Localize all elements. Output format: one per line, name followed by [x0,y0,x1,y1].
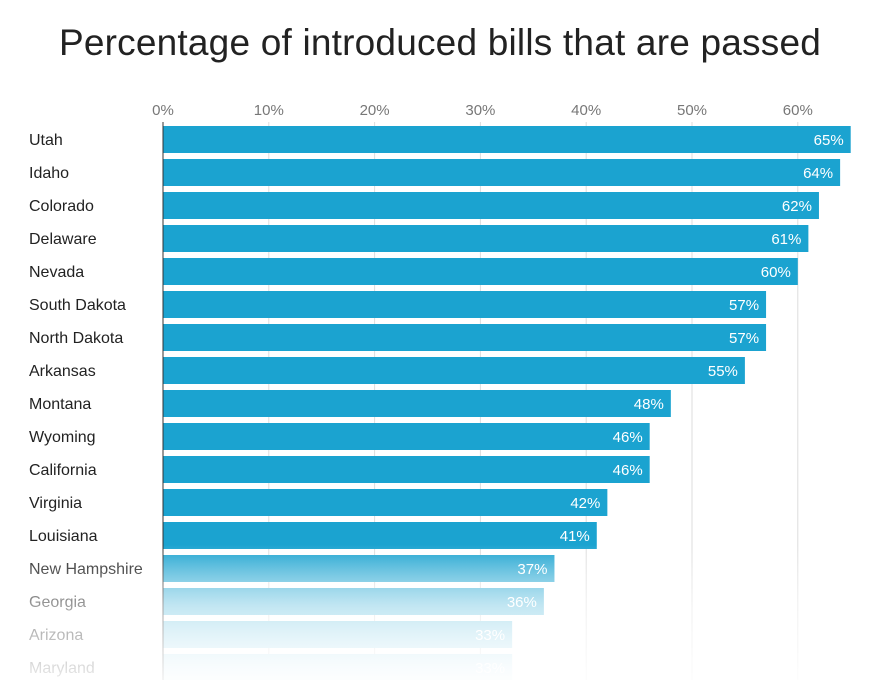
bar [163,390,671,417]
bar-value-label: 36% [507,594,537,611]
x-tick-label: 10% [254,102,284,119]
category-label: Louisiana [29,528,98,545]
bar-value-label: 46% [613,429,643,446]
bar [163,423,650,450]
bar [163,555,555,582]
x-tick-label: 20% [360,102,390,119]
category-label: Utah [29,132,63,149]
bar [163,489,608,516]
category-label: Colorado [29,198,94,215]
x-tick-label: 30% [465,102,495,119]
bar [163,126,851,153]
category-label: North Dakota [29,330,123,347]
x-tick-label: 0% [152,102,174,119]
bar [163,654,513,680]
bar [163,357,745,384]
bar-value-label: 55% [708,363,738,380]
category-label: Idaho [29,165,69,182]
bar [163,225,809,252]
category-label: Georgia [29,594,86,611]
category-label: New Hampshire [29,561,143,578]
category-label: Maryland [29,660,95,677]
bar-value-label: 48% [634,396,664,413]
bars: 65%64%62%61%60%57%57%55%48%46%46%42%41%3… [163,126,851,680]
bar-value-label: 65% [814,132,844,149]
bar-value-label: 33% [475,627,505,644]
bar [163,621,513,648]
category-label: South Dakota [29,297,126,314]
category-label: Arizona [29,627,83,644]
bar [163,522,597,549]
bar [163,588,544,615]
x-tick-label: 40% [571,102,601,119]
bar [163,159,841,186]
category-label: Delaware [29,231,97,248]
category-label: Wyoming [29,429,96,446]
bar [163,291,767,318]
bar [163,258,798,285]
bar-value-label: 60% [761,264,791,281]
x-axis-ticks: 0% 10% 20% 30% 40% 50% 60% [152,102,813,119]
bar-value-label: 42% [570,495,600,512]
chart-title: Percentage of introduced bills that are … [58,22,821,63]
bar-value-label: 37% [517,561,547,578]
category-label: Montana [29,396,91,413]
bar-value-label: 33% [475,660,505,677]
x-tick-label: 60% [783,102,813,119]
x-tick-label: 50% [677,102,707,119]
bar [163,456,650,483]
bar-value-label: 62% [782,198,812,215]
category-labels: Utah Idaho Colorado Delaware Nevada South Dak… [29,132,143,677]
category-label: Nevada [29,264,84,281]
category-label: California [29,462,97,479]
category-label: Virginia [29,495,82,512]
bar-value-label: 41% [560,528,590,545]
bar-value-label: 57% [729,297,759,314]
bar [163,324,767,351]
bar-value-label: 57% [729,330,759,347]
bar [163,192,819,219]
bar-value-label: 64% [803,165,833,182]
category-label: Arkansas [29,363,96,380]
bar-value-label: 61% [771,231,801,248]
bar-value-label: 46% [613,462,643,479]
